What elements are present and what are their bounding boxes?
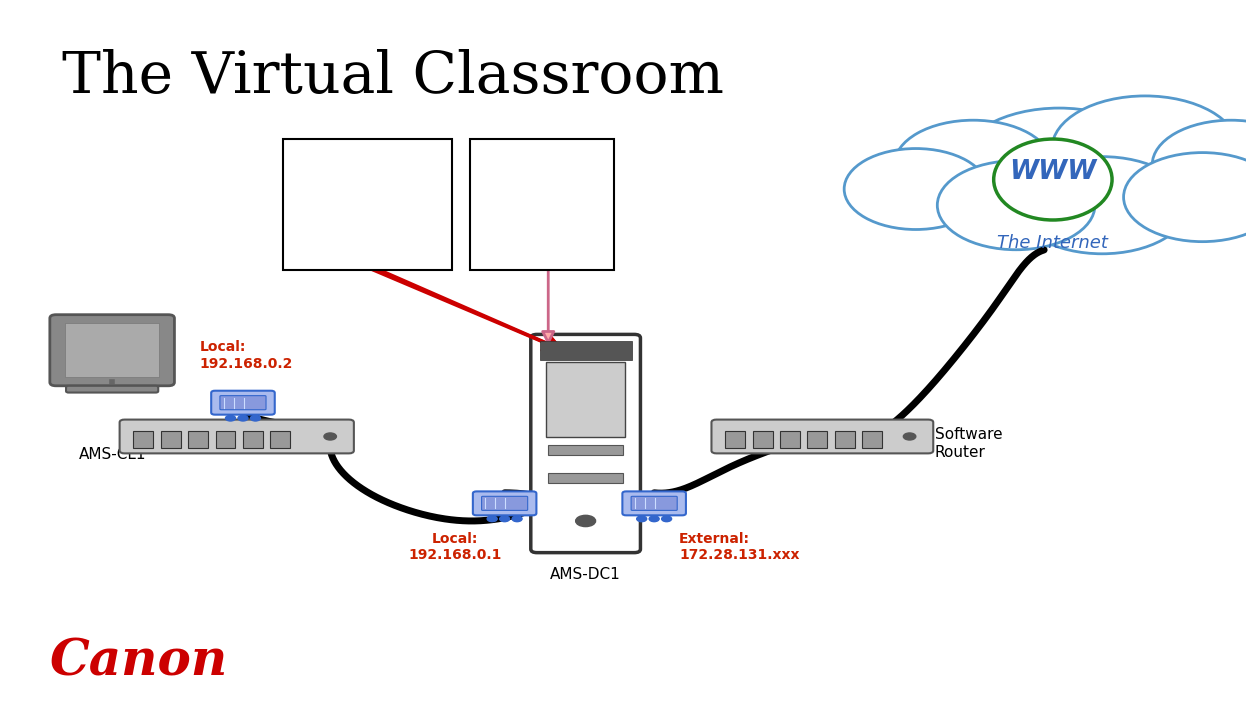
Circle shape	[895, 120, 1052, 209]
FancyBboxPatch shape	[531, 334, 640, 553]
Text: AMS-CL1: AMS-CL1	[78, 447, 146, 462]
FancyBboxPatch shape	[212, 391, 274, 415]
Circle shape	[649, 516, 659, 522]
FancyBboxPatch shape	[546, 362, 625, 437]
FancyBboxPatch shape	[548, 445, 623, 455]
FancyBboxPatch shape	[540, 341, 632, 360]
FancyBboxPatch shape	[270, 431, 290, 448]
Text: External:
172.28.131.xxx: External: 172.28.131.xxx	[679, 532, 800, 562]
FancyBboxPatch shape	[473, 491, 536, 515]
Circle shape	[662, 516, 672, 522]
Circle shape	[1052, 96, 1239, 201]
FancyBboxPatch shape	[66, 386, 158, 393]
Text: Software
Router: Software Router	[934, 427, 1002, 460]
Circle shape	[959, 108, 1159, 221]
Circle shape	[487, 516, 497, 522]
FancyBboxPatch shape	[623, 491, 687, 515]
FancyBboxPatch shape	[632, 496, 678, 510]
Text: Canon: Canon	[50, 637, 228, 686]
Circle shape	[937, 161, 1095, 250]
FancyBboxPatch shape	[725, 431, 745, 448]
Circle shape	[226, 415, 235, 421]
Circle shape	[1124, 153, 1246, 241]
FancyBboxPatch shape	[711, 420, 933, 453]
FancyBboxPatch shape	[780, 431, 800, 448]
Circle shape	[576, 515, 596, 527]
FancyBboxPatch shape	[470, 139, 614, 270]
Text: Local:
192.168.0.1: Local: 192.168.0.1	[409, 532, 501, 562]
FancyBboxPatch shape	[221, 396, 267, 410]
FancyBboxPatch shape	[188, 431, 208, 448]
Circle shape	[845, 149, 987, 230]
Text: WWW: WWW	[1009, 160, 1096, 185]
FancyBboxPatch shape	[283, 139, 452, 270]
FancyBboxPatch shape	[133, 431, 153, 448]
FancyBboxPatch shape	[65, 323, 159, 377]
FancyBboxPatch shape	[753, 431, 773, 448]
Circle shape	[324, 433, 336, 440]
Circle shape	[512, 516, 522, 522]
FancyBboxPatch shape	[120, 420, 354, 453]
Circle shape	[238, 415, 248, 421]
Circle shape	[637, 516, 647, 522]
Ellipse shape	[994, 139, 1111, 220]
FancyBboxPatch shape	[161, 431, 181, 448]
FancyBboxPatch shape	[862, 431, 882, 448]
Circle shape	[250, 415, 260, 421]
Text: MRemote
2x Session: MRemote 2x Session	[326, 188, 409, 220]
Text: The Internet: The Internet	[998, 234, 1108, 252]
Circle shape	[500, 516, 510, 522]
FancyBboxPatch shape	[50, 315, 174, 386]
Circle shape	[903, 433, 916, 440]
Circle shape	[1017, 156, 1187, 254]
FancyBboxPatch shape	[243, 431, 263, 448]
Text: Local:
192.168.0.2: Local: 192.168.0.2	[199, 341, 293, 370]
FancyBboxPatch shape	[835, 431, 855, 448]
FancyBboxPatch shape	[807, 431, 827, 448]
Circle shape	[1153, 120, 1246, 209]
FancyBboxPatch shape	[481, 496, 528, 510]
Text: AMS-DC1: AMS-DC1	[551, 567, 621, 582]
Text: RDP
Session: RDP Session	[513, 188, 571, 220]
Text: The Virtual Classroom: The Virtual Classroom	[62, 49, 724, 106]
FancyBboxPatch shape	[548, 473, 623, 483]
FancyBboxPatch shape	[216, 431, 235, 448]
